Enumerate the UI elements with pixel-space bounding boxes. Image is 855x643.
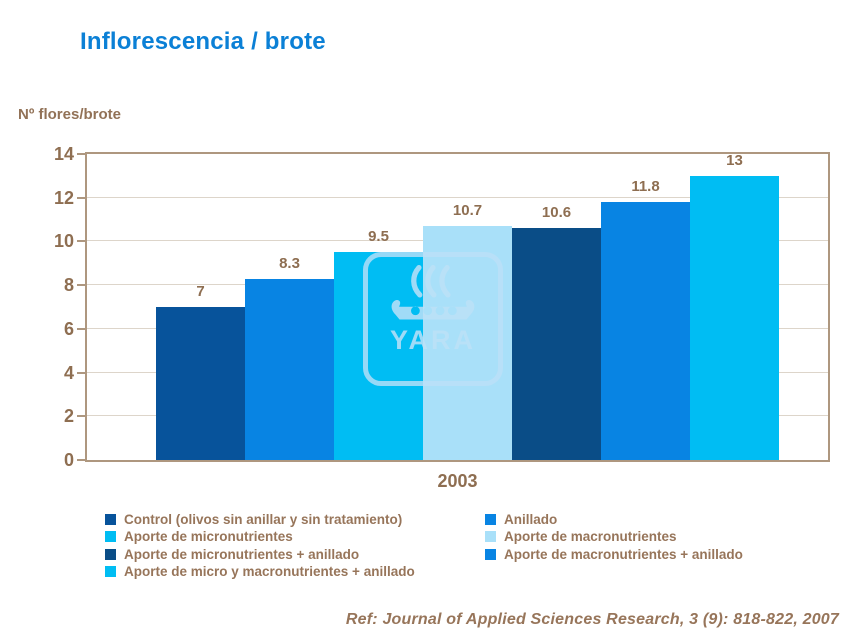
legend-label: Aporte de micronutrientes [124, 529, 293, 545]
y-axis-tick-labels: 0 2 4 6 8 10 12 14 [0, 144, 74, 470]
y-axis-tick-label: 14 [53, 144, 74, 164]
legend-label: Aporte de micro y macronutrientes + anil… [124, 564, 415, 580]
legend-swatch [105, 548, 116, 560]
plot-area: 7 8.3 9.5 10.7 10.6 11.8 13 [85, 152, 830, 462]
bar-value-label: 11.8 [631, 178, 660, 196]
legend-swatch [105, 531, 116, 543]
bar: 13 [690, 152, 779, 460]
legend-label: Control (olivos sin anillar y sin tratam… [124, 511, 403, 527]
x-axis-category-label: 2003 [437, 471, 478, 491]
y-axis-tick [77, 371, 85, 374]
bar-value-label: 10.6 [541, 204, 572, 222]
bar-value-label: 8.3 [279, 254, 300, 272]
legend-label: Aporte de micronutrientes + anillado [124, 546, 360, 562]
chart-title: Inflorescencia / brote [80, 28, 326, 55]
legend-swatch [485, 531, 496, 543]
y-axis-tick [77, 284, 85, 287]
y-axis-tick [77, 327, 85, 330]
y-axis-tick [77, 240, 85, 243]
legend-swatch [105, 566, 116, 578]
y-axis-tick [77, 415, 85, 418]
legend-item: Aporte de macronutrientes + anillado [485, 546, 805, 563]
y-axis-tick [77, 196, 85, 199]
y-axis-tick [77, 153, 85, 155]
bar-value-label: 7 [196, 283, 205, 300]
legend-label: Anillado [504, 511, 558, 527]
y-axis-tick-label: 10 [53, 231, 74, 252]
bar: 9.5 [334, 228, 423, 460]
legend-label: Aporte de macronutrientes + anillado [504, 546, 743, 562]
y-axis-tick-label: 6 [63, 318, 74, 339]
legend-item: Aporte de macronutrientes [485, 529, 805, 546]
legend-item: Control (olivos sin anillar y sin tratam… [105, 511, 485, 528]
y-axis-tick-marks [77, 153, 85, 461]
y-axis-tick [77, 459, 85, 461]
gridline [87, 196, 828, 198]
bar-value-label: 10.7 [452, 202, 483, 220]
bar: 10.7 [423, 202, 512, 460]
legend-item: Anillado [485, 511, 805, 528]
bar: 7 [156, 283, 245, 460]
y-axis-tick-label: 4 [63, 362, 74, 383]
legend-label: Aporte de macronutrientes [504, 529, 677, 545]
y-axis-tick-label: 0 [63, 450, 74, 470]
chart-legend: Control (olivos sin anillar y sin tratam… [105, 511, 805, 580]
bar: 11.8 [601, 178, 690, 460]
legend-swatch [105, 513, 116, 525]
legend-swatch [485, 513, 496, 525]
bar-value-label: 13 [726, 151, 743, 169]
legend-item: Aporte de micro y macronutrientes + anil… [105, 564, 485, 581]
legend-item: Aporte de micronutrientes + anillado [105, 546, 485, 563]
bar: 8.3 [245, 255, 334, 460]
y-axis-tick-label: 8 [63, 275, 74, 296]
y-axis-tick-label: 12 [53, 187, 74, 208]
bar: 10.6 [512, 204, 601, 460]
y-axis-title: Nº flores/brote [18, 106, 121, 123]
legend-item: Aporte de micronutrientes [105, 529, 485, 546]
bar-value-label: 9.5 [368, 228, 389, 246]
reference-citation: Ref: Journal of Applied Sciences Researc… [345, 611, 839, 628]
y-axis-tick-label: 2 [63, 406, 74, 427]
legend-swatch [485, 548, 496, 560]
